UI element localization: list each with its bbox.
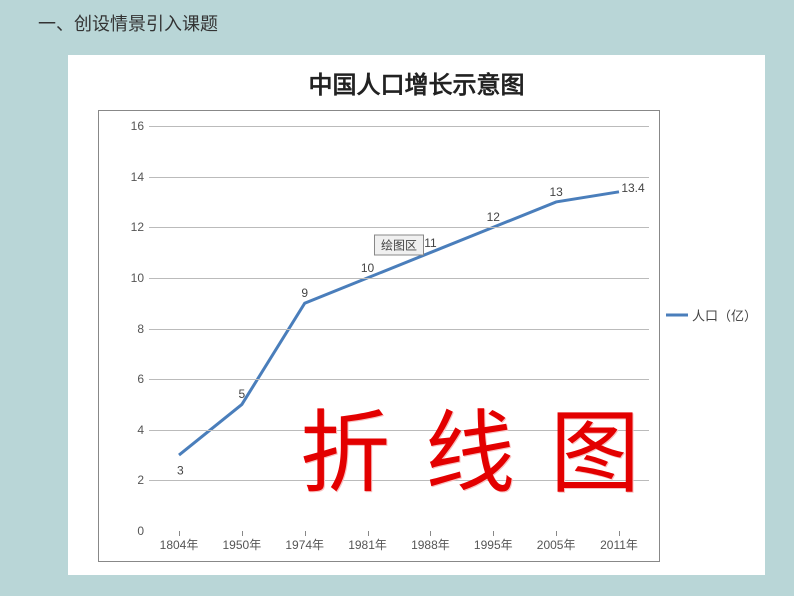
y-tick-label: 14 xyxy=(119,170,144,184)
data-point-label: 13.4 xyxy=(621,181,644,195)
data-point-label: 3 xyxy=(177,463,184,477)
x-tick-label: 1995年 xyxy=(474,536,513,553)
y-tick-label: 12 xyxy=(119,220,144,234)
x-tick-label: 2005年 xyxy=(537,536,576,553)
data-point-label: 11 xyxy=(424,236,436,250)
x-tick-label: 1988年 xyxy=(411,536,450,553)
gridline xyxy=(149,177,649,178)
gridline xyxy=(149,278,649,279)
legend-text: 人口（亿） xyxy=(692,306,757,325)
y-tick-label: 2 xyxy=(119,473,144,487)
data-point-label: 13 xyxy=(549,185,562,199)
y-tick-label: 16 xyxy=(119,119,144,133)
x-tick-label: 1804年 xyxy=(160,536,199,553)
y-tick-label: 8 xyxy=(119,322,144,336)
x-tick-label: 1950年 xyxy=(222,536,261,553)
legend-line xyxy=(666,314,688,317)
plot-area-label-box: 绘图区 xyxy=(374,234,424,255)
data-point-label: 5 xyxy=(239,388,246,402)
gridline xyxy=(149,126,649,127)
y-tick-label: 0 xyxy=(119,524,144,538)
chart-title: 中国人口增长示意图 xyxy=(68,65,765,100)
gridline xyxy=(149,329,649,330)
y-tick-label: 6 xyxy=(119,372,144,386)
data-point-label: 9 xyxy=(301,286,308,300)
x-tick-label: 2011年 xyxy=(600,536,638,553)
y-tick-label: 10 xyxy=(119,271,144,285)
section-heading: 一、创设情景引入课题 xyxy=(38,10,218,36)
overlay-big-text: 折线图 xyxy=(300,380,675,510)
data-point-label: 12 xyxy=(487,210,500,224)
slide-page: 一、创设情景引入课题 中国人口增长示意图 0 2 4 6 8 10 12 14 16 1804年 1… xyxy=(0,0,794,596)
x-tick-label: 1981年 xyxy=(348,536,387,553)
gridline xyxy=(149,227,649,228)
x-tick-label: 1974年 xyxy=(285,536,324,553)
y-tick-label: 4 xyxy=(119,423,144,437)
chart-legend: 人口（亿） xyxy=(666,306,757,325)
data-point-label: 10 xyxy=(361,261,374,275)
